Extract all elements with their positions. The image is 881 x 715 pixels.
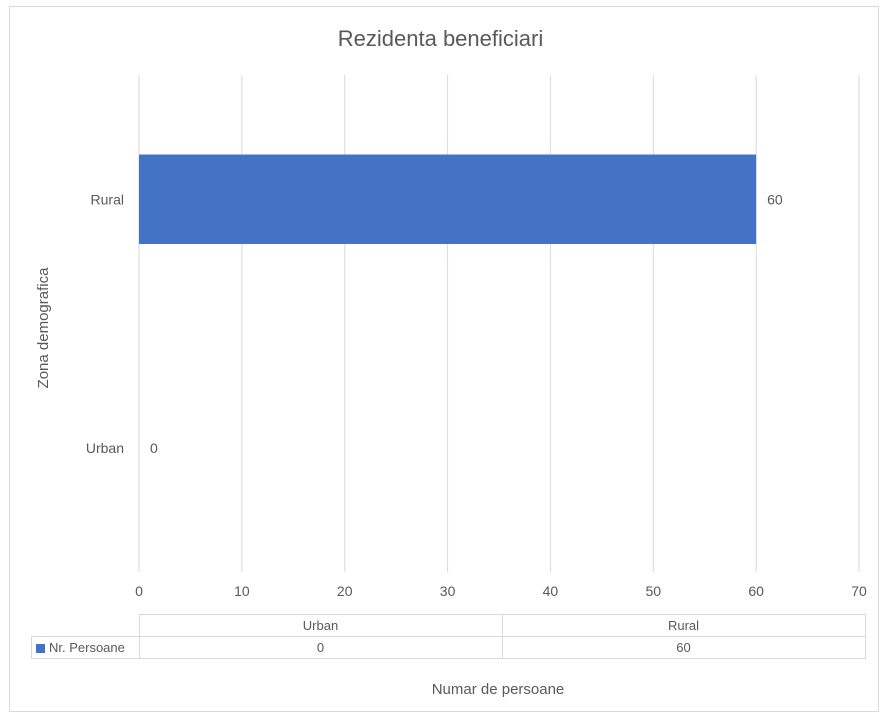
x-tick-label-60: 60 — [748, 583, 764, 599]
legend-label: Nr. Persoane — [49, 640, 125, 655]
x-tick-label-40: 40 — [543, 583, 559, 599]
x-tick-label-0: 0 — [135, 583, 143, 599]
data-label-urban: 0 — [150, 440, 158, 456]
gridlines — [138, 75, 860, 572]
legend-entry: Nr. Persoane — [31, 636, 140, 659]
x-tick-label-20: 20 — [337, 583, 353, 599]
data-table: Urban Rural Nr. Persoane 0 60 — [31, 614, 866, 659]
x-tick-label-50: 50 — [645, 583, 661, 599]
data-table-corner — [31, 614, 140, 637]
data-table-header-row: Urban Rural — [31, 614, 866, 637]
x-axis-title: Numar de persoane — [432, 681, 565, 698]
y-tick-label-urban: Urban — [86, 440, 124, 456]
data-table-header-rural: Rural — [501, 614, 866, 637]
y-tick-label-rural: Rural — [91, 191, 124, 207]
data-table-header-urban: Urban — [138, 614, 503, 637]
data-label-rural: 60 — [767, 191, 783, 207]
y-tick-labels: Urban Rural — [86, 191, 124, 456]
x-tick-labels: 0 10 20 30 40 50 60 70 — [135, 583, 867, 599]
data-table-value-rural: 60 — [501, 636, 866, 659]
x-tick-label-70: 70 — [851, 583, 867, 599]
chart-title: Rezidenta beneficiari — [337, 26, 544, 51]
y-axis-title: Zona demografica — [35, 267, 52, 389]
data-table-row: Nr. Persoane 0 60 — [31, 636, 866, 659]
data-labels: 0 60 — [150, 191, 783, 456]
bars — [139, 154, 757, 244]
x-tick-label-30: 30 — [440, 583, 456, 599]
legend-key-swatch — [36, 644, 45, 653]
bar-rural — [139, 154, 757, 244]
data-table-value-urban: 0 — [138, 636, 503, 659]
chart-frame — [9, 6, 879, 712]
x-tick-label-10: 10 — [234, 583, 250, 599]
